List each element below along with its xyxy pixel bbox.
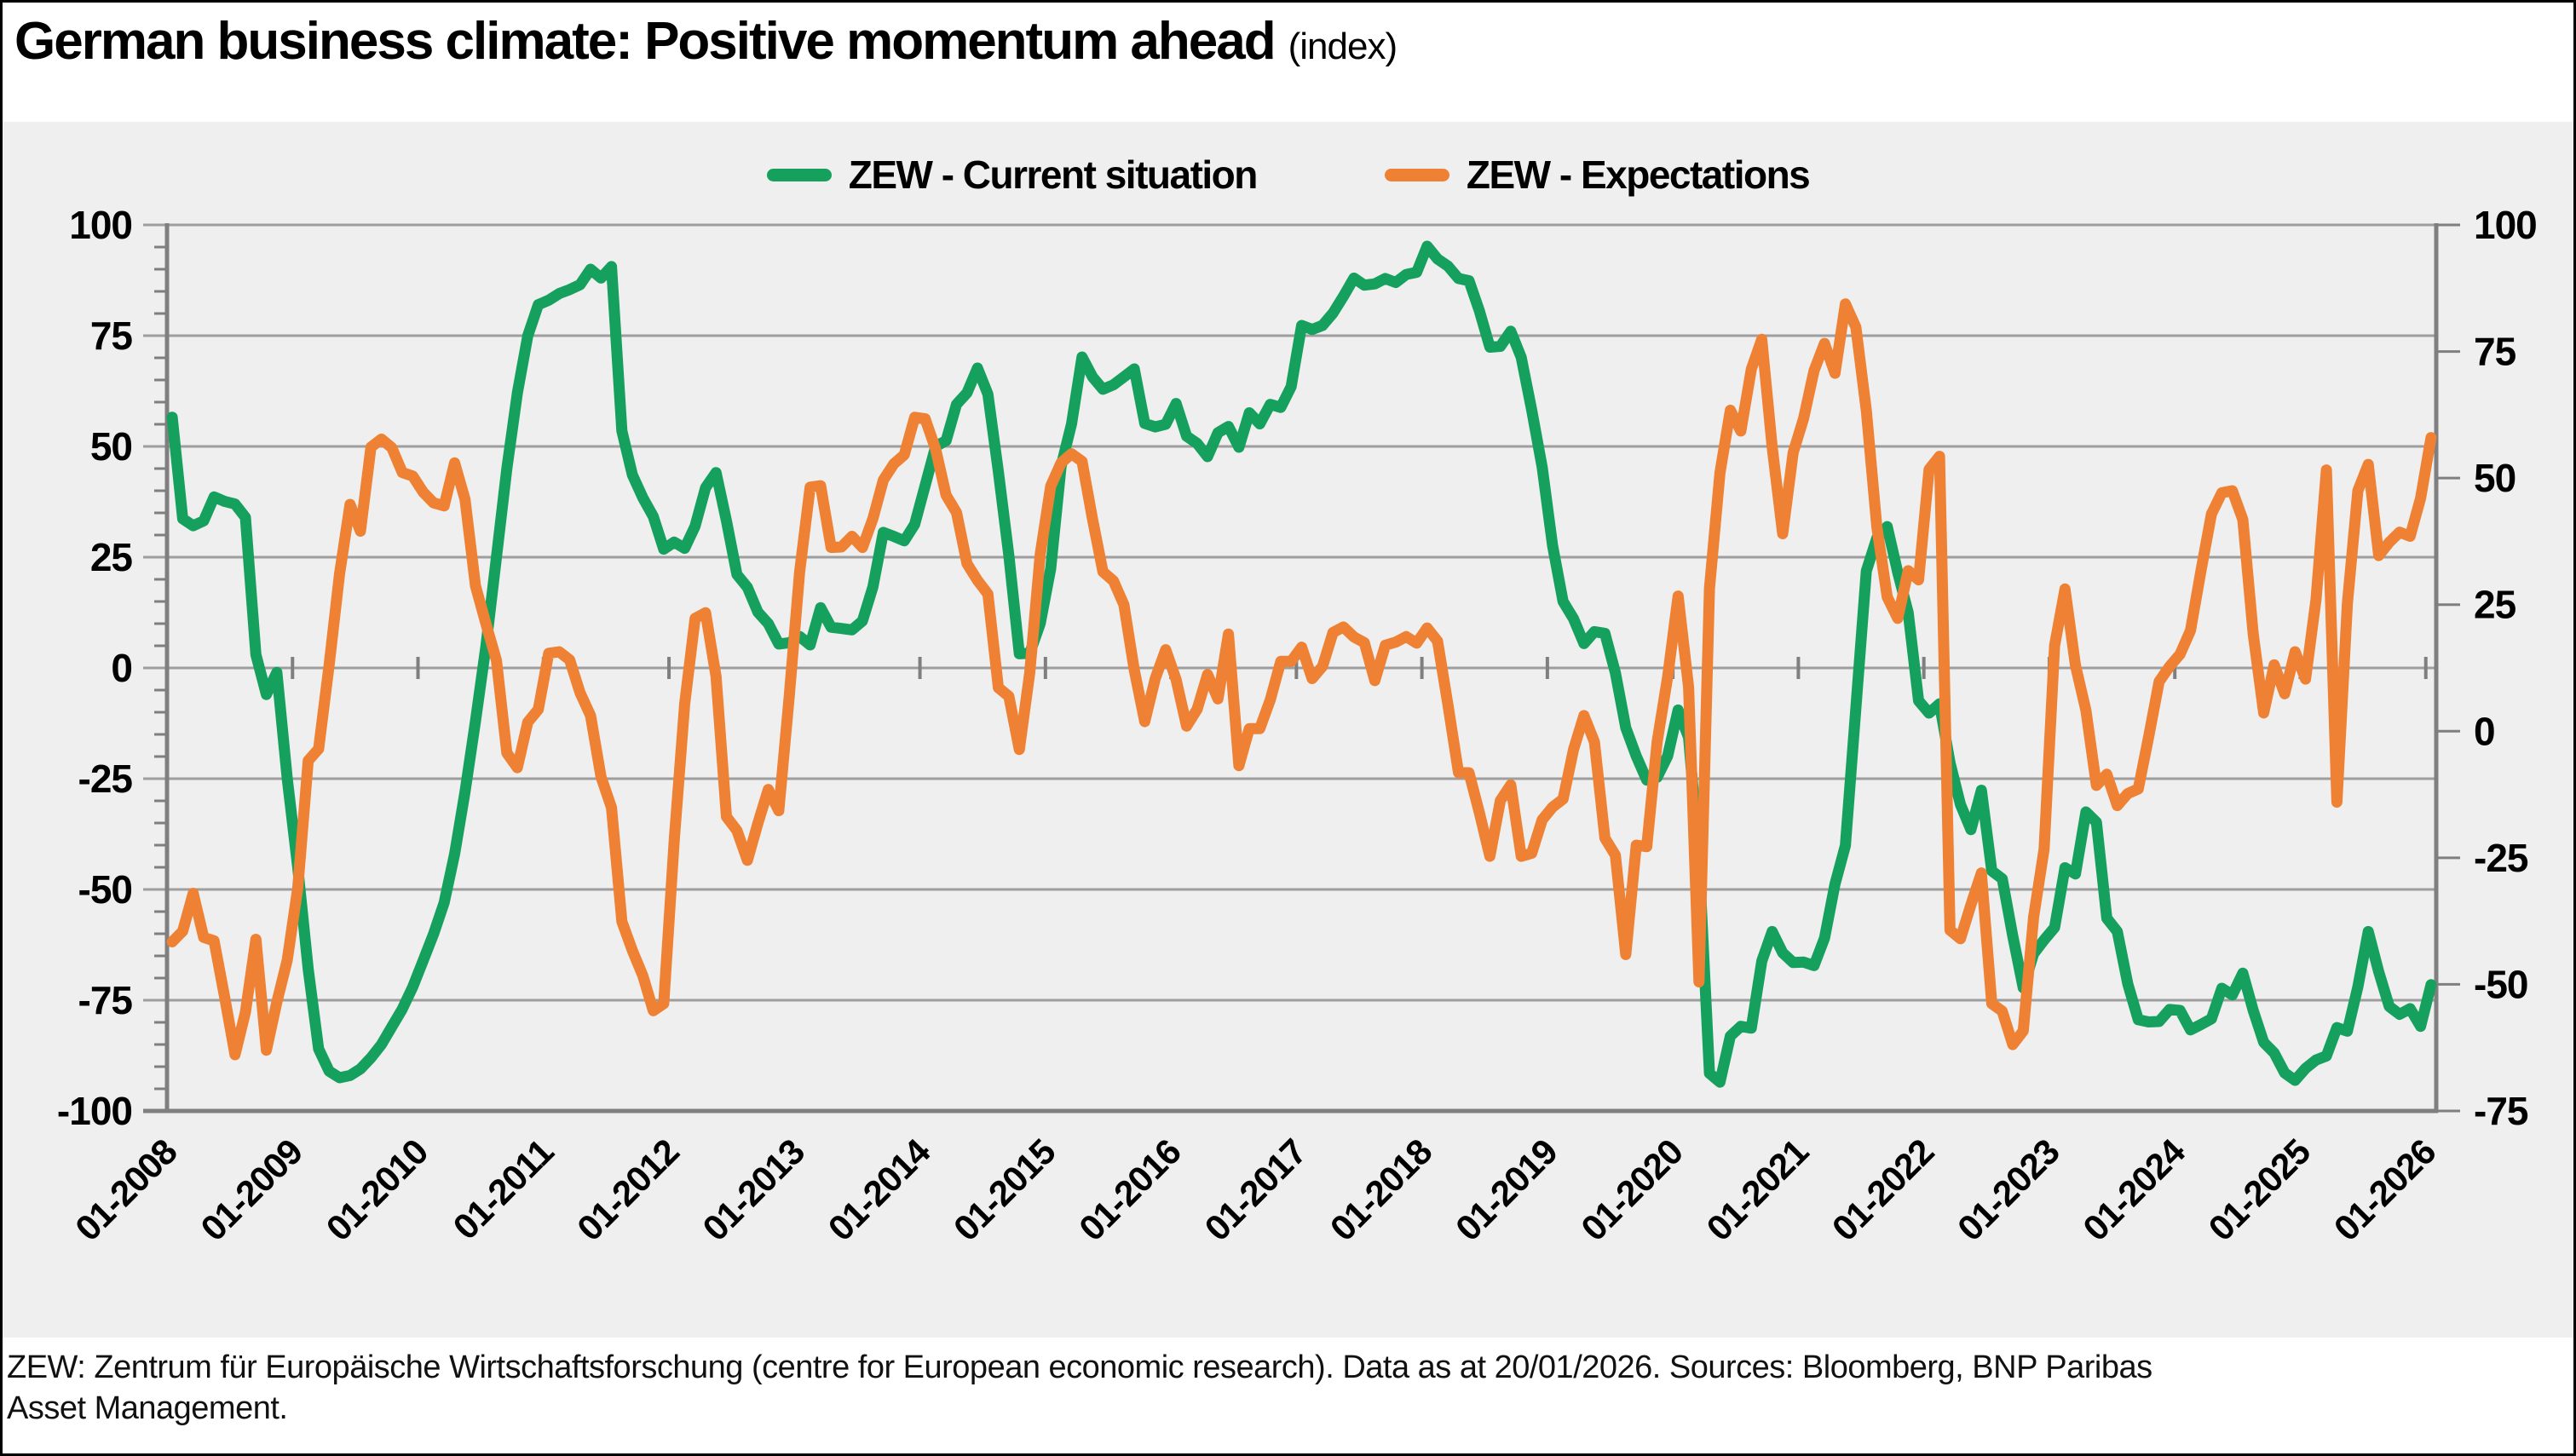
svg-text:01-2025: 01-2025: [2201, 1131, 2319, 1249]
svg-text:-25: -25: [2474, 836, 2528, 880]
svg-text:01-2009: 01-2009: [193, 1131, 309, 1248]
source-note-line-1: ZEW: Zentrum für Europäische Wirtschafts…: [7, 1350, 2152, 1385]
title-unit: (index): [1288, 26, 1397, 67]
svg-text:01-2020: 01-2020: [1573, 1131, 1690, 1248]
svg-text:-50: -50: [2474, 962, 2527, 1006]
svg-text:01-2019: 01-2019: [1448, 1131, 1565, 1248]
legend-label-expectations: ZEW - Expectations: [1466, 153, 1811, 197]
svg-text:01-2015: 01-2015: [946, 1131, 1063, 1249]
svg-text:0: 0: [111, 646, 132, 690]
legend-swatch-expectations-icon: [1384, 168, 1449, 181]
svg-text:-100: -100: [57, 1089, 132, 1133]
svg-text:-75: -75: [78, 978, 133, 1022]
series-expectations: [166, 298, 2437, 1061]
svg-text:01-2016: 01-2016: [1071, 1131, 1188, 1248]
svg-text:0: 0: [2474, 709, 2495, 753]
svg-text:01-2010: 01-2010: [319, 1131, 435, 1248]
svg-text:-25: -25: [78, 757, 133, 801]
svg-text:50: 50: [90, 424, 132, 469]
svg-text:01-2013: 01-2013: [694, 1131, 811, 1248]
legend-item-expectations: ZEW - Expectations: [1384, 152, 1811, 198]
svg-text:01-2024: 01-2024: [2075, 1131, 2193, 1248]
line-chart: 100 75 50 25 0 -25 -50 -75 -100 100 75 50 25 0 -25 -50 -…: [57, 203, 2538, 1248]
svg-text:01-2026: 01-2026: [2326, 1131, 2443, 1248]
svg-text:01-2008: 01-2008: [67, 1131, 185, 1249]
svg-text:01-2012: 01-2012: [569, 1131, 686, 1248]
svg-text:01-2023: 01-2023: [1950, 1131, 2066, 1248]
axes: [143, 223, 2439, 1114]
legend-label-current-situation: ZEW - Current situation: [848, 153, 1259, 197]
legend-swatch-current-situation-icon: [766, 168, 832, 181]
svg-text:01-2022: 01-2022: [1824, 1131, 1941, 1248]
y-axis-right-ticks: [2436, 223, 2460, 1113]
y-axis-right-labels: 100 75 50 25 0 -25 -50 -75: [2474, 203, 2538, 1133]
title-text: German business climate: Positive moment…: [14, 12, 1276, 71]
legend: ZEW - Current situation ZEW - Expectatio…: [3, 152, 2573, 198]
title-band: German business climate: Positive moment…: [3, 3, 2573, 122]
svg-text:-50: -50: [78, 867, 132, 912]
source-note-line-2: Asset Management.: [7, 1390, 288, 1426]
svg-text:50: 50: [2474, 456, 2515, 500]
svg-text:75: 75: [2474, 330, 2516, 374]
svg-text:25: 25: [90, 535, 133, 579]
source-note: ZEW: Zentrum für Europäische Wirtschafts…: [7, 1347, 2572, 1429]
svg-text:100: 100: [2474, 203, 2537, 247]
svg-text:75: 75: [90, 314, 133, 358]
svg-text:01-2021: 01-2021: [1699, 1131, 1817, 1249]
svg-text:-75: -75: [2474, 1089, 2528, 1133]
legend-item-current-situation: ZEW - Current situation: [766, 152, 1259, 198]
svg-text:100: 100: [69, 203, 132, 247]
svg-text:01-2011: 01-2011: [446, 1131, 562, 1247]
svg-text:01-2018: 01-2018: [1323, 1131, 1440, 1249]
svg-text:01-2017: 01-2017: [1196, 1131, 1313, 1248]
series-current-situation: [166, 240, 2437, 1088]
svg-text:01-2014: 01-2014: [821, 1131, 938, 1248]
svg-text:25: 25: [2474, 583, 2516, 627]
y-axis-left-labels: 100 75 50 25 0 -25 -50 -75 -100: [57, 203, 133, 1133]
x-axis-labels: 01-2008 01-2009 01-2010 01-2011 01-2012 01-20…: [67, 1131, 2443, 1248]
page-title: German business climate: Positive moment…: [14, 11, 1397, 72]
